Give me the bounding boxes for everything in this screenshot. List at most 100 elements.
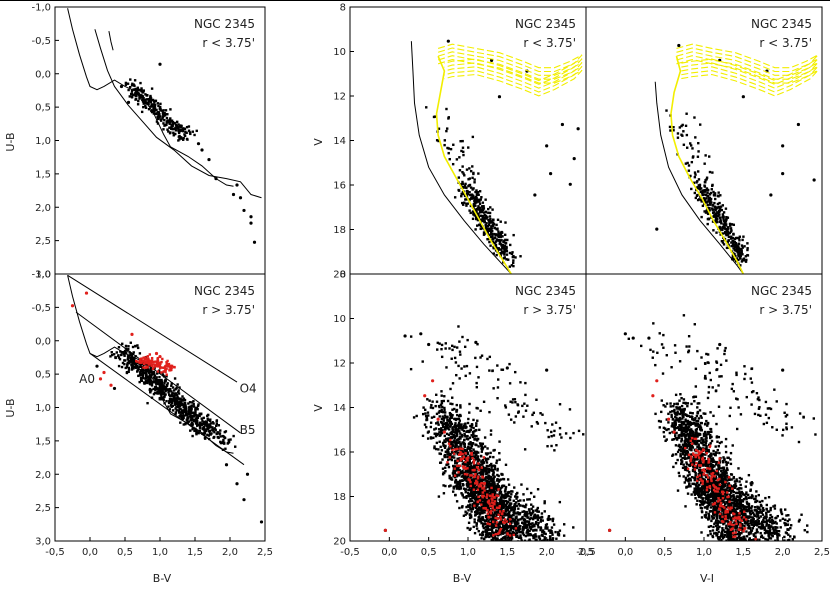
point <box>491 229 494 233</box>
point <box>502 501 506 505</box>
point <box>188 131 192 134</box>
point <box>129 358 133 361</box>
point <box>441 429 444 432</box>
point <box>490 227 493 230</box>
point <box>708 155 711 158</box>
point <box>463 444 466 448</box>
point <box>477 223 481 227</box>
point <box>480 354 484 357</box>
point <box>486 229 489 232</box>
point <box>224 463 229 467</box>
point <box>484 504 487 507</box>
point <box>458 440 461 444</box>
point <box>491 531 494 534</box>
point <box>493 483 496 486</box>
point <box>168 369 171 372</box>
point <box>454 431 457 434</box>
point <box>484 519 488 523</box>
point <box>189 408 192 411</box>
point <box>550 430 553 434</box>
point <box>110 351 113 354</box>
point <box>465 168 469 171</box>
point <box>130 360 134 363</box>
point <box>531 517 535 521</box>
point <box>519 499 522 502</box>
point <box>208 419 212 423</box>
point <box>720 222 723 225</box>
point <box>710 188 713 191</box>
point <box>509 243 512 247</box>
point <box>449 457 452 461</box>
point <box>451 444 455 447</box>
point <box>716 220 719 224</box>
point <box>195 129 198 133</box>
point <box>529 522 533 526</box>
point <box>522 415 525 418</box>
point <box>742 235 745 238</box>
point <box>173 395 176 398</box>
point <box>157 104 160 108</box>
point <box>494 555 496 557</box>
point <box>128 95 131 98</box>
point <box>487 510 491 513</box>
point <box>536 518 540 522</box>
point <box>671 410 674 413</box>
point <box>458 464 462 467</box>
point <box>511 508 515 511</box>
point <box>454 424 458 428</box>
point <box>450 357 453 360</box>
point <box>515 516 518 520</box>
point <box>456 430 459 433</box>
point <box>499 235 503 239</box>
point <box>457 176 461 179</box>
point <box>432 115 436 119</box>
point <box>471 479 474 482</box>
point <box>435 393 438 397</box>
point <box>188 401 192 404</box>
point <box>539 528 542 532</box>
point <box>477 462 480 465</box>
point <box>504 513 507 516</box>
point <box>430 416 434 419</box>
point <box>522 528 525 531</box>
point <box>528 511 531 515</box>
point <box>497 484 500 488</box>
point <box>468 372 472 375</box>
point <box>223 436 227 440</box>
point <box>710 207 714 210</box>
point <box>488 486 492 489</box>
point <box>452 143 455 146</box>
point <box>511 543 513 545</box>
point <box>505 258 508 261</box>
point <box>488 494 492 497</box>
point <box>180 403 183 407</box>
point <box>721 232 725 235</box>
point <box>453 459 457 463</box>
point <box>159 107 162 111</box>
point <box>732 233 735 236</box>
point <box>457 325 460 328</box>
point <box>442 399 445 403</box>
point <box>174 123 178 126</box>
point <box>457 421 461 425</box>
point <box>147 100 151 103</box>
point <box>500 541 502 543</box>
point <box>471 176 474 180</box>
point <box>215 420 218 423</box>
point <box>478 190 482 193</box>
point <box>534 533 537 536</box>
point <box>158 371 162 374</box>
point <box>462 153 465 157</box>
point <box>468 436 472 439</box>
point <box>724 544 726 546</box>
point <box>488 227 491 230</box>
point <box>156 122 160 125</box>
point <box>746 254 750 257</box>
point <box>483 500 487 503</box>
point <box>469 450 472 453</box>
point <box>715 206 719 209</box>
point <box>494 569 496 571</box>
point <box>504 496 508 499</box>
point <box>118 358 122 361</box>
point <box>479 542 481 544</box>
